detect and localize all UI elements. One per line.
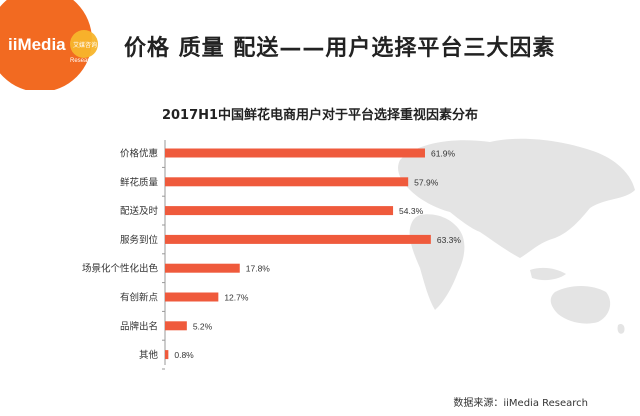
category-label: 有创新点 — [120, 292, 159, 304]
bar — [165, 206, 394, 216]
bar — [165, 148, 425, 158]
bar-value-label: 63.3% — [437, 235, 462, 245]
bar-value-label: 57.9% — [414, 177, 439, 187]
category-label: 场景化个性化出色 — [82, 263, 159, 275]
category-label: 其他 — [139, 349, 159, 361]
category-label: 配送及时 — [120, 205, 159, 217]
logo-orange-circle — [0, 0, 92, 90]
category-label: 鲜花质量 — [120, 176, 159, 188]
bar-value-label: 5.2% — [193, 321, 213, 331]
map-europe-asia — [398, 138, 635, 258]
chart-title: 2017H1中国鲜花电商用户对于平台选择重视因素分布 — [161, 108, 479, 123]
bar-value-label: 54.3% — [399, 206, 424, 216]
map-new-zealand — [617, 323, 625, 334]
page-headline: 价格 质量 配送——用户选择平台三大因素 — [124, 36, 556, 61]
map-indonesia — [530, 267, 566, 281]
category-label: 价格优惠 — [120, 148, 158, 160]
logo-subtitle: Research — [70, 58, 96, 64]
bar — [165, 350, 169, 360]
logo-badge: 艾媒咨询 — [73, 41, 97, 49]
logo-yellow-circle — [70, 30, 98, 58]
bar-value-label: 0.8% — [174, 350, 194, 360]
bar — [165, 292, 219, 302]
bar — [165, 321, 187, 331]
logo-text: iiMedia — [8, 35, 66, 54]
category-label: 品牌出名 — [120, 320, 158, 332]
bars-layer: 价格优惠 61.9% 鲜花质量 57.9% 配送及时 54.3% 服务到位 63.3% 场景化个… — [82, 148, 461, 370]
bar — [165, 177, 409, 187]
bar — [165, 263, 240, 273]
bar-value-label: 61.9% — [431, 149, 456, 159]
bar-value-label: 12.7% — [224, 293, 249, 303]
bar-value-label: 17.8% — [246, 264, 271, 274]
source-note: 数据来源：iiMedia Research — [453, 398, 588, 409]
category-label: 服务到位 — [120, 234, 159, 246]
map-australia — [550, 286, 611, 324]
iimedia-logo: iiMedia 艾媒咨询 Research — [0, 0, 98, 90]
bar — [165, 234, 431, 244]
